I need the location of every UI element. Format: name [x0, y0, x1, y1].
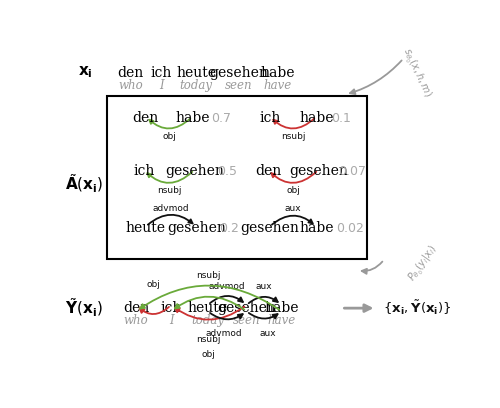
Text: obj: obj	[146, 280, 160, 289]
Text: $\tilde{\mathbf{A}}(\mathbf{x_i})$: $\tilde{\mathbf{A}}(\mathbf{x_i})$	[64, 173, 103, 195]
Text: 0.5: 0.5	[217, 165, 237, 178]
Text: seen: seen	[233, 314, 260, 327]
Text: ich: ich	[259, 111, 280, 125]
Text: $\{\mathbf{x_i},\tilde{\mathbf{Y}}(\mathbf{x_i})\}$: $\{\mathbf{x_i},\tilde{\mathbf{Y}}(\math…	[383, 299, 452, 317]
Text: den: den	[132, 111, 159, 125]
Text: habe: habe	[299, 111, 334, 125]
Text: heute: heute	[188, 301, 228, 315]
Text: heute: heute	[176, 66, 216, 80]
Text: aux: aux	[285, 204, 302, 213]
Text: habe: habe	[264, 301, 298, 315]
Text: seen: seen	[225, 79, 252, 91]
Text: obj: obj	[202, 350, 215, 359]
Text: 0.02: 0.02	[336, 222, 364, 235]
Text: who: who	[118, 79, 142, 91]
Text: advmod: advmod	[152, 204, 190, 213]
Text: den: den	[117, 66, 143, 80]
Text: today: today	[180, 79, 212, 91]
Text: nsubj: nsubj	[281, 133, 305, 142]
Text: 0.7: 0.7	[212, 111, 232, 124]
Text: ich: ich	[160, 301, 182, 315]
FancyBboxPatch shape	[107, 96, 366, 259]
Text: habe: habe	[299, 221, 334, 235]
Text: 0.07: 0.07	[338, 165, 366, 178]
Text: den: den	[255, 164, 281, 178]
Text: $\tilde{\mathbf{Y}}(\mathbf{x_i})$: $\tilde{\mathbf{Y}}(\mathbf{x_i})$	[65, 297, 102, 319]
Text: I: I	[168, 314, 173, 327]
Text: den: den	[123, 301, 149, 315]
Text: nsubj: nsubj	[196, 271, 221, 279]
Text: have: have	[268, 314, 295, 327]
Text: obj: obj	[286, 186, 300, 195]
Text: aux: aux	[260, 329, 276, 338]
Text: gesehen: gesehen	[240, 221, 299, 235]
Text: ich: ich	[150, 66, 172, 80]
Text: gesehen: gesehen	[167, 221, 226, 235]
Text: ich: ich	[133, 164, 154, 178]
Text: gesehen: gesehen	[210, 66, 268, 80]
Text: nsubj: nsubj	[157, 186, 182, 195]
Text: who: who	[124, 314, 148, 327]
Text: today: today	[192, 314, 224, 327]
Text: gesehen: gesehen	[165, 164, 224, 178]
Text: obj: obj	[162, 133, 176, 142]
Text: 0.2: 0.2	[219, 222, 239, 235]
Text: aux: aux	[256, 282, 272, 291]
Text: $P_{\theta_0}(y_i|x_i)$: $P_{\theta_0}(y_i|x_i)$	[406, 243, 442, 286]
Text: advmod: advmod	[205, 329, 242, 338]
Text: gesehen: gesehen	[289, 164, 348, 178]
Text: $\mathbf{x_i}$: $\mathbf{x_i}$	[78, 65, 93, 80]
Text: gesehen: gesehen	[217, 301, 276, 315]
Text: have: have	[264, 79, 291, 91]
Text: nsubj: nsubj	[196, 335, 221, 344]
Text: advmod: advmod	[209, 282, 246, 291]
Text: I: I	[159, 79, 164, 91]
Text: habe: habe	[175, 111, 210, 125]
Text: heute: heute	[126, 221, 166, 235]
Text: $s_{\theta_0}(x,h,m)$: $s_{\theta_0}(x,h,m)$	[398, 45, 434, 100]
Text: habe: habe	[260, 66, 295, 80]
Text: 0.1: 0.1	[332, 111, 351, 124]
